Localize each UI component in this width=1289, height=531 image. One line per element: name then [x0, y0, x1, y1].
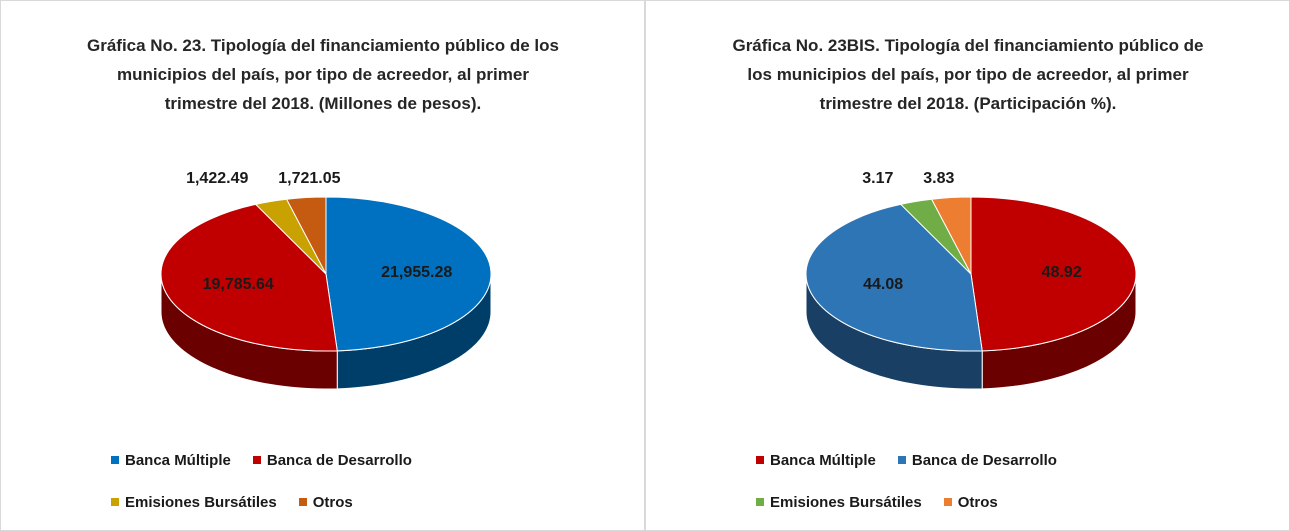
- legend-item: Emisiones Bursátiles: [111, 489, 277, 515]
- chart-panel: Gráfica No. 23BIS. Tipología del financi…: [645, 0, 1289, 531]
- legend-item: Banca Múltiple: [756, 447, 876, 473]
- legend-label: Emisiones Bursátiles: [125, 493, 277, 511]
- pie-chart: 48.92 44.08 3.17 3.83: [805, 170, 1137, 390]
- data-label: 19,785.64: [203, 276, 274, 293]
- legend-swatch: [756, 498, 764, 506]
- legend-item: Otros: [298, 489, 353, 515]
- data-label: 3.17: [862, 170, 893, 187]
- chart-title: Gráfica No. 23BIS. Tipología del financi…: [732, 36, 1204, 113]
- legend-label: Banca de Desarrollo: [911, 451, 1057, 469]
- data-label: 1,422.49: [186, 170, 248, 187]
- data-label: 44.08: [863, 276, 903, 293]
- slice: [930, 196, 972, 275]
- legend: Banca Múltiple Banca de Desarrollo Emision…: [111, 447, 551, 531]
- slice: [285, 196, 327, 275]
- slice: [160, 203, 338, 352]
- legend-label: Otros: [312, 493, 353, 511]
- data-label: 3.83: [923, 170, 954, 187]
- legend-swatch: [897, 456, 906, 464]
- legend-swatch: [252, 456, 261, 464]
- data-label: 1,721.05: [278, 170, 340, 187]
- legend: Banca Múltiple Banca de Desarrollo Emision…: [756, 447, 1196, 531]
- pie-chart: 21,955.28 19,785.64 1,422.49 1,721.05: [160, 170, 492, 390]
- legend-swatch: [298, 498, 307, 506]
- legend-label: Banca de Desarrollo: [266, 451, 412, 469]
- legend-label: Emisiones Bursátiles: [770, 493, 922, 511]
- legend-swatch: [111, 456, 119, 464]
- legend-swatch: [943, 498, 952, 506]
- legend-item: Emisiones Bursátiles: [756, 489, 922, 515]
- chart-panel: Gráfica No. 23. Tipología del financiami…: [0, 0, 645, 531]
- legend-swatch: [756, 456, 764, 464]
- legend-swatch: [111, 498, 119, 506]
- legend-label: Banca Múltiple: [125, 451, 231, 469]
- data-label: 21,955.28: [381, 264, 452, 281]
- legend-item: Banca de Desarrollo: [252, 447, 412, 473]
- slice: [325, 196, 492, 352]
- legend-item: Otros: [943, 489, 998, 515]
- legend-item: Banca de Desarrollo: [897, 447, 1057, 473]
- legend-label: Otros: [957, 493, 998, 511]
- data-label: 48.92: [1042, 264, 1082, 281]
- legend-label: Banca Múltiple: [770, 451, 876, 469]
- legend-item: Banca Múltiple: [111, 447, 231, 473]
- chart-title: Gráfica No. 23. Tipología del financiami…: [87, 36, 559, 113]
- slice: [805, 203, 983, 352]
- slice: [970, 196, 1137, 352]
